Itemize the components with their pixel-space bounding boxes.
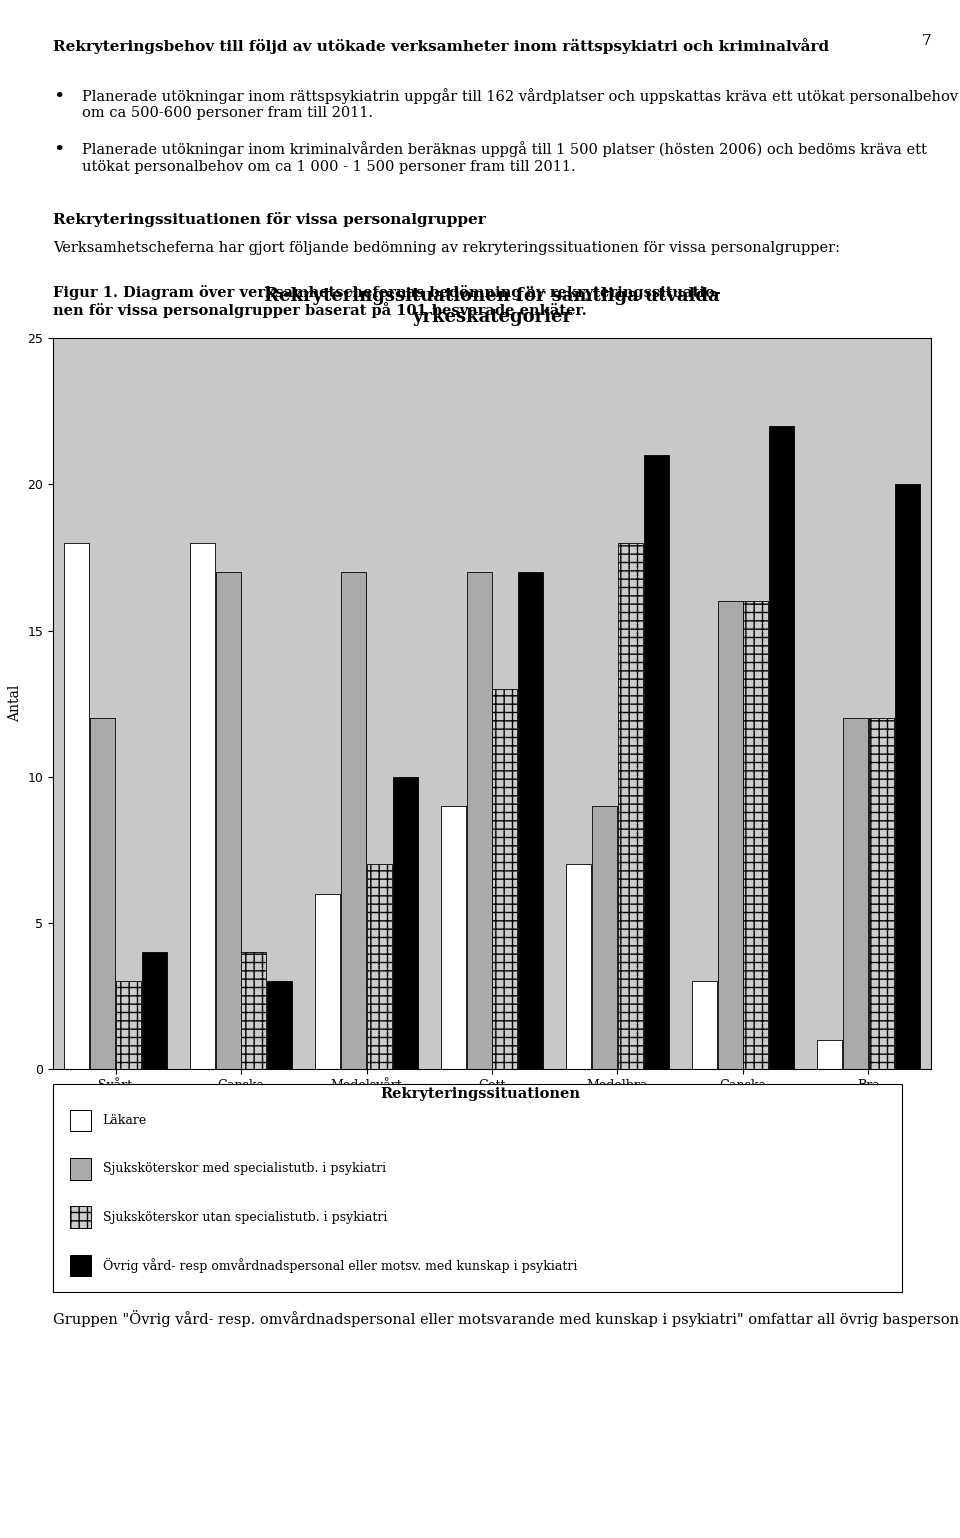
Text: Planerade utökningar inom kriminalvården beräknas uppgå till 1 500 platser (höst: Planerade utökningar inom kriminalvården… [82,141,926,174]
Text: •: • [53,88,64,106]
Bar [216,572,241,1069]
Bar [869,718,894,1069]
Bar [90,718,115,1069]
Bar [618,543,643,1069]
Bar [692,981,717,1069]
Text: Rekryteringssituationen för vissa personalgrupper: Rekryteringssituationen för vissa person… [53,212,486,228]
Text: Verksamhetscheferna har gjort följande bedömning av rekryteringssituationen för : Verksamhetscheferna har gjort följande b… [53,241,840,255]
Text: Övrig vård- resp omvårdnadspersonal eller motsv. med kunskap i psykiatri: Övrig vård- resp omvårdnadspersonal elle… [103,1258,577,1273]
Bar [467,572,492,1069]
Bar [64,543,89,1069]
Text: Rekryteringsbehov till följd av utökade verksamheter inom rättspsykiatri och kri: Rekryteringsbehov till följd av utökade … [53,38,828,54]
Bar [441,806,466,1069]
Bar [341,572,366,1069]
Bar [142,952,167,1069]
Title: Rekryteringssituationen för samtliga utvalda
yrkeskategorier: Rekryteringssituationen för samtliga utv… [264,286,720,326]
Text: Läkare: Läkare [103,1114,147,1127]
Text: Planerade utökningar inom rättspsykiatrin uppgår till 162 vårdplatser och uppska: Planerade utökningar inom rättspsykiatri… [82,88,958,120]
Bar [817,1040,842,1069]
Text: Sjuksköterskor utan specialistutb. i psykiatri: Sjuksköterskor utan specialistutb. i psy… [103,1210,387,1224]
Text: Sjuksköterskor med specialistutb. i psykiatri: Sjuksköterskor med specialistutb. i psyk… [103,1163,386,1175]
Bar [769,426,794,1069]
Bar [718,601,743,1069]
Bar [267,981,292,1069]
Text: Rekryteringssituationen: Rekryteringssituationen [380,1087,580,1101]
Text: 7: 7 [922,34,931,48]
Bar [843,718,868,1069]
Bar [241,952,266,1069]
Bar [492,689,517,1069]
Bar [393,777,418,1069]
Text: •: • [53,141,64,160]
Bar [592,806,617,1069]
Bar [316,894,341,1069]
Bar [643,455,668,1069]
Bar [566,864,591,1069]
Bar [895,484,920,1069]
Text: Figur 1. Diagram över verksamhetschefernas bedömning av rekryteringssituatio-
ne: Figur 1. Diagram över verksamhetschefern… [53,285,721,318]
Bar [518,572,543,1069]
Bar [367,864,392,1069]
Bar [116,981,141,1069]
Text: Gruppen "Övrig vård- resp. omvårdnadspersonal eller motsvarande med kunskap i ps: Gruppen "Övrig vård- resp. omvårdnadsper… [53,1310,960,1327]
Y-axis label: Antal: Antal [8,684,22,723]
Bar [743,601,768,1069]
Bar [190,543,215,1069]
